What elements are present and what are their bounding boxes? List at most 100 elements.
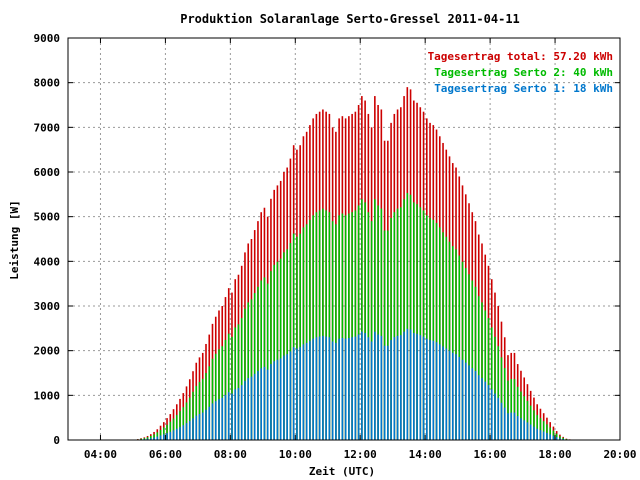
bar: [555, 437, 558, 440]
bar: [276, 359, 279, 440]
bar: [195, 415, 198, 440]
plot-bars: [133, 87, 571, 441]
bar: [263, 366, 266, 440]
bar: [442, 232, 444, 440]
bar: [555, 433, 558, 440]
bar: [487, 385, 490, 440]
bar: [361, 199, 363, 440]
legend-entry: Tagesertrag Serto 1: 18 kWh: [434, 82, 613, 95]
bar: [390, 340, 392, 440]
bar: [302, 227, 305, 440]
bar: [536, 428, 538, 440]
bar: [175, 414, 178, 440]
bar: [426, 215, 428, 440]
x-tick-label: 04:00: [84, 448, 117, 461]
bar: [400, 207, 402, 440]
bar: [182, 407, 185, 440]
bar: [344, 215, 347, 440]
bar: [533, 426, 535, 440]
bar: [494, 336, 496, 440]
bar: [380, 208, 383, 440]
bar: [273, 361, 275, 440]
x-tick-label: 20:00: [603, 448, 636, 461]
bar: [481, 302, 483, 440]
bar: [312, 338, 314, 440]
bar: [507, 413, 509, 440]
bar: [429, 340, 431, 440]
bar: [286, 249, 288, 440]
x-axis-label: Zeit (UTC): [309, 465, 375, 478]
bar: [214, 401, 217, 440]
bar: [367, 212, 370, 440]
bar: [344, 338, 347, 440]
x-tick-label: 08:00: [214, 448, 247, 461]
bar: [487, 318, 490, 440]
y-tick-label: 9000: [34, 32, 61, 45]
bar: [361, 331, 363, 440]
bar: [218, 399, 220, 440]
y-tick-label: 4000: [34, 255, 61, 268]
bar: [322, 335, 324, 440]
x-tick-label: 06:00: [149, 448, 182, 461]
bar: [266, 283, 269, 440]
bar: [396, 208, 399, 440]
bar: [221, 397, 224, 440]
bar: [507, 380, 509, 440]
bar: [542, 421, 545, 440]
bar: [400, 335, 402, 440]
bar: [169, 421, 172, 440]
bar: [468, 365, 470, 440]
bar: [140, 438, 142, 440]
bar: [474, 371, 477, 440]
bar: [289, 351, 292, 440]
bar: [429, 218, 431, 440]
bar: [172, 430, 175, 440]
bar: [374, 331, 376, 440]
bar: [283, 355, 285, 440]
bar: [253, 293, 256, 440]
bar: [279, 358, 282, 440]
bar: [185, 402, 188, 440]
legend: Tagesertrag total: 57.20 kWh Tagesertrag …: [428, 50, 613, 95]
bar: [198, 381, 201, 440]
bar: [387, 345, 389, 440]
bar: [422, 336, 425, 440]
bar: [156, 432, 159, 440]
grid-lines: [68, 38, 621, 440]
bar: [458, 255, 461, 440]
bar: [182, 425, 185, 440]
bar: [260, 368, 262, 440]
bar: [195, 385, 198, 440]
bar: [426, 338, 428, 440]
bar: [393, 337, 396, 440]
bar: [422, 210, 425, 440]
y-tick-label: 7000: [34, 121, 61, 134]
bar: [445, 348, 448, 440]
bar: [494, 393, 496, 440]
bar: [188, 420, 191, 440]
bar: [516, 386, 519, 440]
bar: [289, 243, 292, 440]
bar: [296, 236, 298, 440]
bar: [188, 397, 191, 440]
bar: [253, 373, 256, 440]
bar: [162, 427, 165, 440]
bar: [438, 227, 441, 440]
bar: [266, 369, 269, 440]
bar: [393, 212, 396, 440]
bar: [234, 327, 237, 440]
bar: [468, 274, 470, 440]
bar: [153, 437, 155, 440]
bar: [559, 436, 561, 440]
bar: [403, 331, 405, 440]
bar: [448, 241, 451, 440]
bar: [244, 308, 246, 440]
bar: [523, 420, 526, 440]
bar: [185, 423, 188, 440]
bar: [234, 389, 237, 440]
bar: [474, 286, 477, 440]
bar: [318, 210, 321, 440]
bar: [413, 202, 415, 440]
bar: [338, 338, 340, 440]
